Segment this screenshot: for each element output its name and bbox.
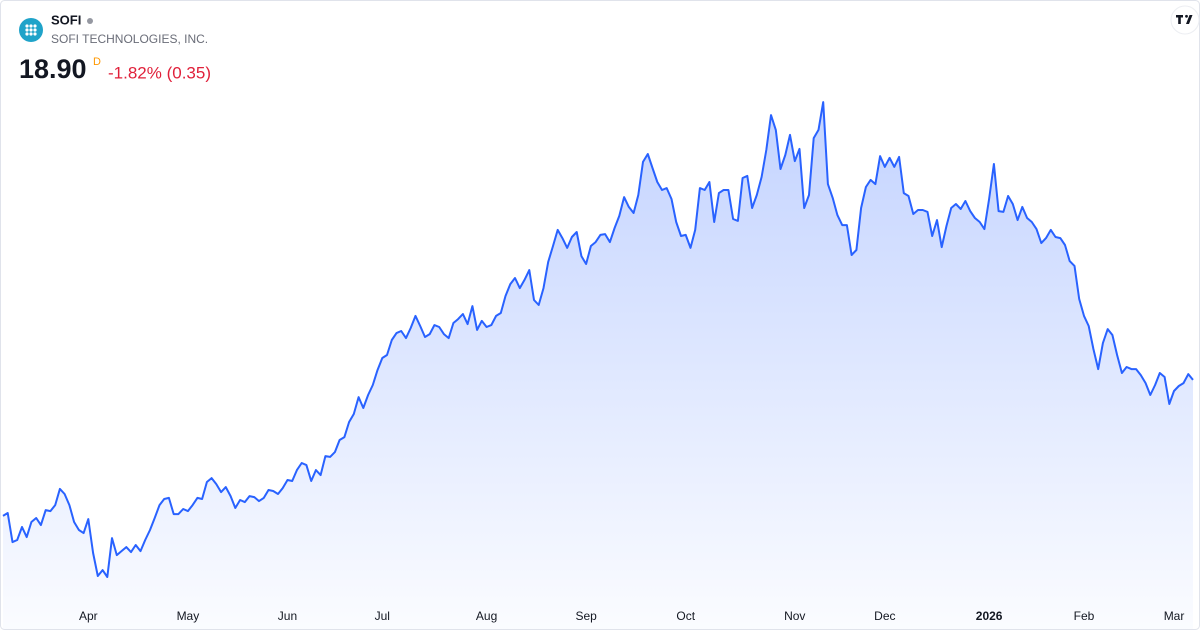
tradingview-logo[interactable] xyxy=(1170,5,1200,35)
x-tick-label: Jul xyxy=(375,609,390,623)
status-dot xyxy=(87,18,93,24)
symbol: SOFI xyxy=(51,12,81,27)
plot-area xyxy=(2,101,1194,630)
x-tick-label: Feb xyxy=(1074,609,1095,623)
x-tick-label: Sep xyxy=(575,609,597,623)
change: -1.82% (0.35) xyxy=(108,63,211,82)
area-fill xyxy=(3,102,1193,630)
x-tick-label: Apr xyxy=(79,609,98,623)
company-name: SOFI TECHNOLOGIES, INC. xyxy=(51,32,208,46)
price-line xyxy=(2,101,1194,578)
logo xyxy=(19,18,43,42)
x-tick-label: Aug xyxy=(476,609,497,623)
x-tick-label: Dec xyxy=(874,609,895,623)
interval: D xyxy=(93,56,101,68)
x-tick-label: Nov xyxy=(784,609,805,623)
x-tick-label: Mar xyxy=(1164,609,1185,623)
x-tick-label: Oct xyxy=(676,609,695,623)
price: 18.90 xyxy=(19,54,87,84)
x-tick-label: Jun xyxy=(278,609,297,623)
x-tick-label: 2026 xyxy=(976,609,1003,623)
x-tick-label: May xyxy=(177,609,200,623)
